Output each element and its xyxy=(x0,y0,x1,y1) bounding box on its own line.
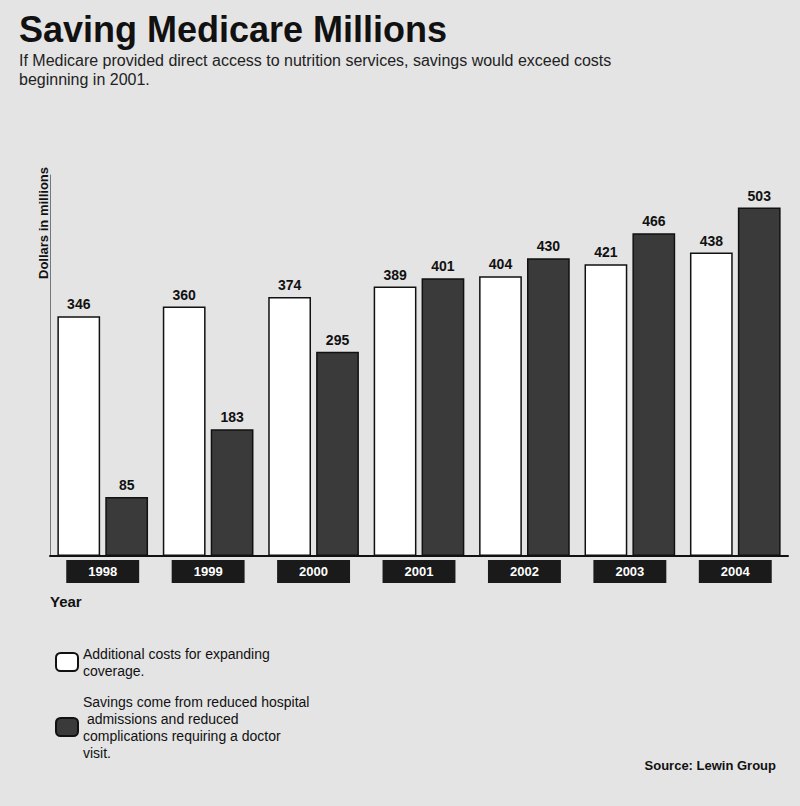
svg-text:complications requiring a doct: complications requiring a doctor xyxy=(83,728,285,744)
svg-text:Source: Lewin Group: Source: Lewin Group xyxy=(645,758,777,773)
svg-text:Savings come from reduced hosp: Savings come from reduced hospital xyxy=(83,694,309,710)
svg-text:346: 346 xyxy=(67,296,91,312)
svg-text:1998: 1998 xyxy=(88,564,117,579)
svg-text:admissions and reduced: admissions and reduced xyxy=(83,711,243,727)
svg-text:389: 389 xyxy=(383,267,407,283)
svg-text:503: 503 xyxy=(748,188,772,204)
svg-text:295: 295 xyxy=(326,332,350,348)
svg-text:beginning in 2001.: beginning in 2001. xyxy=(19,71,150,88)
svg-text:2000: 2000 xyxy=(299,564,328,579)
svg-text:430: 430 xyxy=(537,238,561,254)
svg-text:2001: 2001 xyxy=(405,564,434,579)
svg-text:2002: 2002 xyxy=(510,564,539,579)
svg-text:Additional costs for expanding: Additional costs for expanding xyxy=(83,646,274,662)
svg-text:Saving Medicare Millions: Saving Medicare Millions xyxy=(19,9,447,50)
svg-text:1999: 1999 xyxy=(194,564,223,579)
svg-text:Year: Year xyxy=(50,593,82,610)
svg-text:404: 404 xyxy=(489,256,513,272)
svg-text:Dollars in millions: Dollars in millions xyxy=(36,167,51,279)
svg-text:466: 466 xyxy=(642,213,666,229)
svg-text:coverage.: coverage. xyxy=(83,663,144,679)
svg-text:2003: 2003 xyxy=(615,564,644,579)
svg-text:401: 401 xyxy=(431,258,455,274)
svg-text:421: 421 xyxy=(594,244,618,260)
svg-text:438: 438 xyxy=(700,233,724,249)
svg-text:2004: 2004 xyxy=(721,564,751,579)
svg-text:visit.: visit. xyxy=(83,745,111,761)
svg-text:360: 360 xyxy=(173,287,197,303)
svg-text:85: 85 xyxy=(119,477,135,493)
svg-text:183: 183 xyxy=(220,409,244,425)
svg-text:374: 374 xyxy=(278,277,302,293)
svg-text:If Medicare provided direct ac: If Medicare provided direct access to nu… xyxy=(19,52,616,69)
